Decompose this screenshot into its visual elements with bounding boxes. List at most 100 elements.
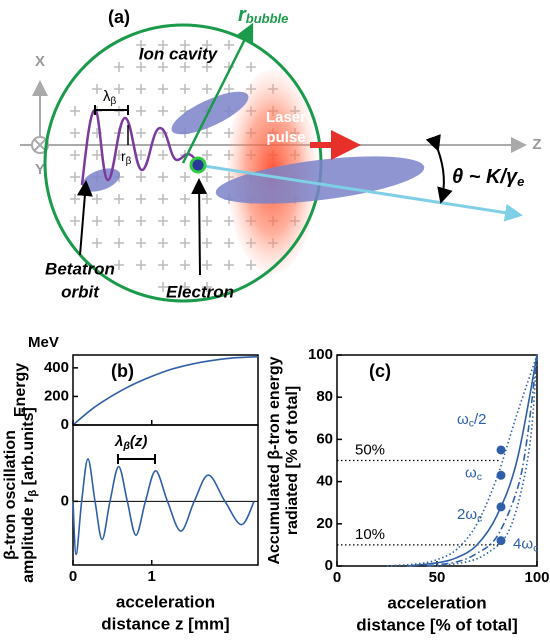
- y-axis-label: Energy: [12, 363, 29, 417]
- plus: [70, 216, 80, 226]
- laser-label: Laser: [266, 109, 306, 126]
- plus: [202, 84, 212, 94]
- plus: [180, 282, 190, 292]
- x-tick-label: 0: [69, 568, 77, 585]
- theta: θ ~ K/γe: [452, 166, 524, 189]
- y-tick-label: 0: [325, 557, 333, 574]
- point-label: ωc/2: [457, 411, 486, 430]
- plus: [136, 194, 146, 204]
- plus: [180, 194, 190, 204]
- plus: [136, 172, 146, 182]
- text-main: ω: [457, 411, 469, 428]
- r-bubble: rbubble: [238, 4, 288, 26]
- unit-label: MeV: [28, 334, 59, 351]
- y-tick-label: 0: [61, 492, 69, 509]
- pointer: [76, 180, 93, 256]
- y-tick-label: 0: [61, 416, 69, 433]
- annotation: λβ(z): [114, 433, 147, 452]
- electron-label: Electron: [166, 282, 234, 301]
- plus: [202, 238, 212, 248]
- x-tick-label: 0: [333, 569, 341, 586]
- plus: [136, 106, 146, 116]
- y-axis-cross: [33, 138, 47, 152]
- text-tail: (z): [130, 433, 148, 450]
- plus: [202, 260, 212, 270]
- panel-label: (c): [369, 361, 391, 381]
- plus: [202, 150, 212, 160]
- x-tick-label: 100: [524, 569, 549, 586]
- plus: [92, 84, 102, 94]
- plus: [158, 84, 168, 94]
- text-tail: [arb.units]: [20, 407, 37, 490]
- data-line: [72, 355, 259, 426]
- plus: [180, 260, 190, 270]
- text-main: 2ω: [457, 506, 477, 523]
- plus: [70, 150, 80, 160]
- y-tick-label: 60: [316, 430, 333, 447]
- plus: [202, 128, 212, 138]
- text-main: ω: [465, 464, 477, 481]
- plus: [180, 84, 190, 94]
- plus: [92, 238, 102, 248]
- plus: [224, 40, 234, 50]
- plus: [92, 150, 102, 160]
- r-beta: rβ: [121, 148, 132, 167]
- text-sub: c: [533, 542, 538, 554]
- plus: [92, 216, 102, 226]
- plus: [158, 260, 168, 270]
- plus: [202, 216, 212, 226]
- plus: [246, 62, 256, 72]
- plus: [180, 216, 190, 226]
- plus: [114, 238, 124, 248]
- data-line: [72, 458, 255, 556]
- axis-x-label: X: [35, 53, 45, 70]
- text-sub: β: [122, 440, 130, 452]
- plus: [92, 194, 102, 204]
- x-axis-label: acceleration: [116, 592, 215, 611]
- plus: [114, 260, 124, 270]
- marker-point: [496, 536, 506, 546]
- y-axis-label: β-tron oscillation: [2, 430, 19, 560]
- text-sub: c: [469, 417, 474, 429]
- plus: [180, 172, 190, 182]
- plus: [180, 62, 190, 72]
- plus: [202, 194, 212, 204]
- bunch: [171, 91, 249, 135]
- marker-point: [496, 445, 506, 455]
- plus: [70, 194, 80, 204]
- plus: [136, 40, 146, 50]
- x-axis-label: distance z [mm]: [101, 614, 229, 633]
- plus: [158, 106, 168, 116]
- axis-y-label: Y: [35, 161, 45, 178]
- text-main: λ: [114, 433, 123, 450]
- plus: [158, 62, 168, 72]
- betatron-label: Betatron: [45, 259, 115, 278]
- lambda-beta: λβ: [103, 88, 117, 107]
- y-tick-label: 40: [316, 473, 333, 490]
- marker-point: [496, 502, 506, 512]
- x-axis-label: distance [% of total]: [356, 615, 518, 634]
- betatron-label: orbit: [61, 282, 100, 301]
- plus: [136, 84, 146, 94]
- plus: [224, 216, 234, 226]
- plus: [70, 128, 80, 138]
- text-sub: c: [477, 471, 482, 483]
- y-tick-label: 200: [44, 387, 69, 404]
- text-main: amplitude r: [20, 497, 37, 583]
- plot-frame: [72, 354, 259, 426]
- plus: [114, 194, 124, 204]
- marker-point: [496, 470, 506, 480]
- plus: [136, 238, 146, 248]
- plus: [114, 84, 124, 94]
- data-line: [426, 354, 538, 567]
- x-tick-label: 50: [429, 569, 446, 586]
- y-tick-label: 20: [316, 515, 333, 532]
- radiation-cone: [215, 156, 425, 204]
- pointer: [191, 178, 208, 276]
- plus: [180, 40, 190, 50]
- point-label: ωc: [465, 464, 482, 483]
- plus: [136, 62, 146, 72]
- plot-frame: [72, 424, 259, 566]
- panel-label: (b): [111, 361, 134, 381]
